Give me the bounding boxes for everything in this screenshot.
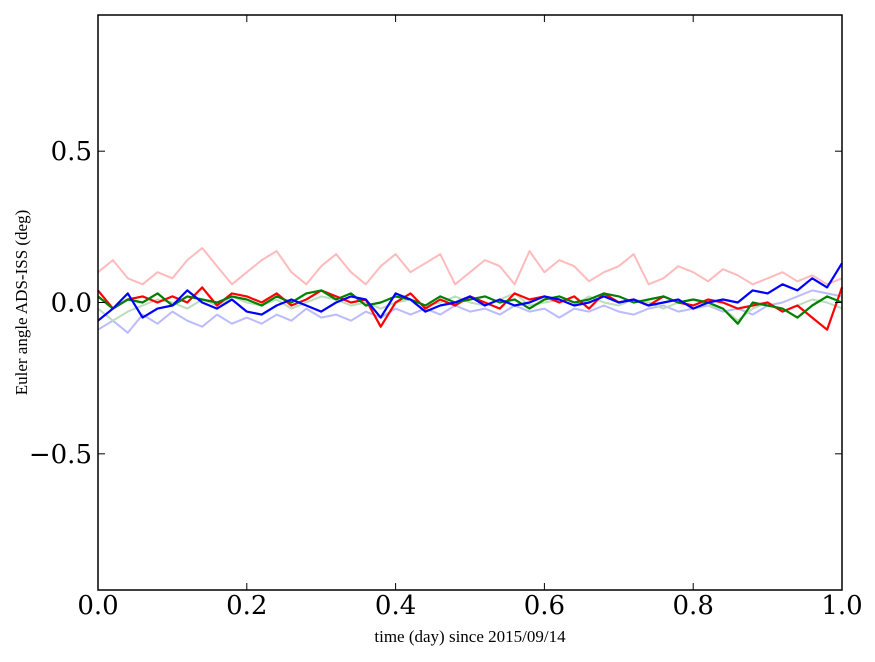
x-tick-label: 0.6	[524, 591, 565, 621]
series-line-4	[97, 286, 844, 331]
y-tick-label: 0.5	[51, 137, 92, 167]
x-tick-label: 0.8	[673, 591, 714, 621]
series-line-1	[97, 247, 843, 286]
x-tick-label: 1.0	[821, 591, 862, 621]
series-line-5	[97, 289, 843, 325]
x-tick-label: 0.4	[375, 591, 416, 621]
y-tick-label: −0.5	[29, 440, 92, 470]
series-line-2	[97, 289, 843, 334]
x-tick-label: 0.2	[226, 591, 267, 621]
series-layer	[97, 247, 844, 334]
x-axis-label: time (day) since 2015/09/14	[374, 627, 566, 646]
y-axis-label: Euler angle ADS-ISS (deg)	[12, 210, 31, 396]
y-tick-label: 0.0	[51, 289, 92, 319]
x-tick-label: 0.0	[77, 591, 118, 621]
series-line-6	[97, 262, 843, 322]
tick-layer: 0.0 0.2 0.4 0.6 0.8 1.0 −0.5 0.0 0.5	[29, 15, 863, 621]
